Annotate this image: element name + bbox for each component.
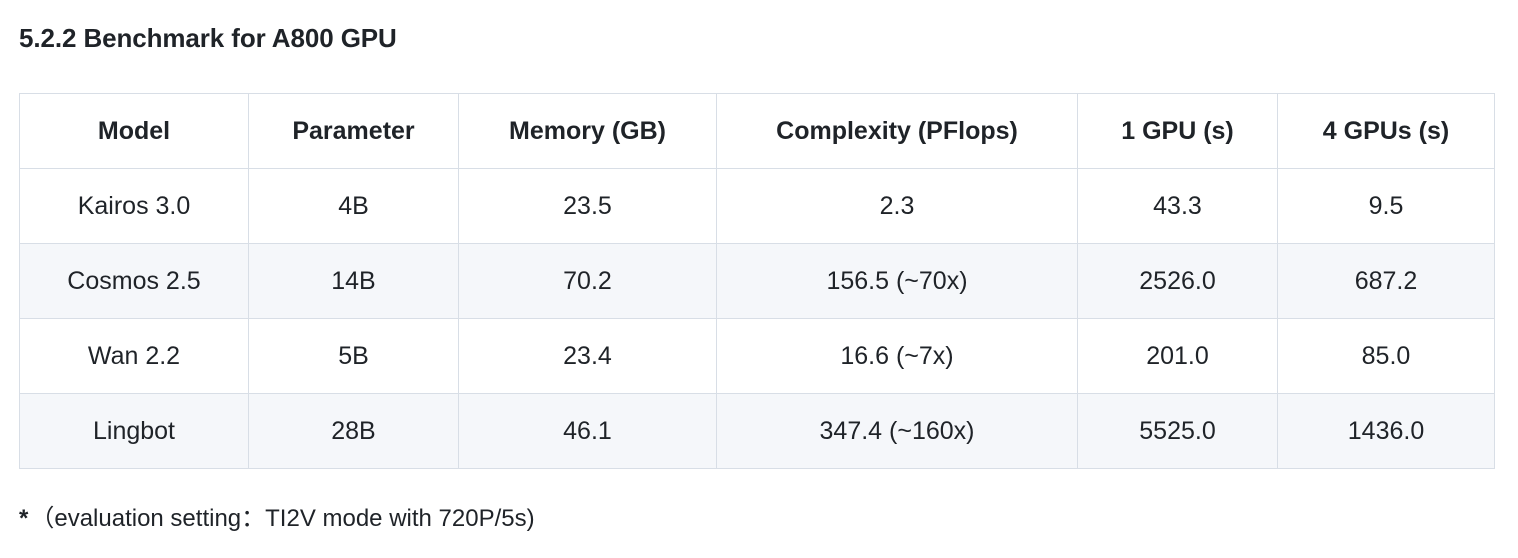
column-header-complexity: Complexity (PFlops) (716, 93, 1078, 169)
cell-4-gpus: 1436.0 (1277, 393, 1495, 469)
table-body: Kairos 3.0 4B 23.5 2.3 43.3 9.5 Cosmos 2… (19, 168, 1495, 469)
cell-parameter: 4B (248, 168, 459, 244)
cell-parameter: 5B (248, 318, 459, 394)
benchmark-table: Model Parameter Memory (GB) Complexity (… (19, 93, 1495, 469)
cell-1-gpu: 2526.0 (1077, 243, 1278, 319)
table-header-row: Model Parameter Memory (GB) Complexity (… (19, 93, 1495, 169)
cell-parameter: 28B (248, 393, 459, 469)
cell-complexity: 2.3 (716, 168, 1078, 244)
cell-memory: 23.5 (458, 168, 717, 244)
footnote-text: （evaluation setting：TI2V mode with 720P/… (30, 505, 535, 532)
cell-1-gpu: 43.3 (1077, 168, 1278, 244)
table-row: Kairos 3.0 4B 23.5 2.3 43.3 9.5 (19, 168, 1495, 244)
cell-complexity: 16.6 (~7x) (716, 318, 1078, 394)
benchmark-table-container: Model Parameter Memory (GB) Complexity (… (19, 93, 1495, 469)
table-row: Lingbot 28B 46.1 347.4 (~160x) 5525.0 14… (19, 393, 1495, 469)
cell-model: Cosmos 2.5 (19, 243, 249, 319)
column-header-1-gpu: 1 GPU (s) (1077, 93, 1278, 169)
cell-complexity: 347.4 (~160x) (716, 393, 1078, 469)
cell-complexity: 156.5 (~70x) (716, 243, 1078, 319)
cell-parameter: 14B (248, 243, 459, 319)
cell-model: Lingbot (19, 393, 249, 469)
cell-model: Kairos 3.0 (19, 168, 249, 244)
table-footnote: *（evaluation setting：TI2V mode with 720P… (19, 498, 535, 533)
cell-4-gpus: 687.2 (1277, 243, 1495, 319)
cell-4-gpus: 85.0 (1277, 318, 1495, 394)
cell-memory: 70.2 (458, 243, 717, 319)
column-header-parameter: Parameter (248, 93, 459, 169)
cell-model: Wan 2.2 (19, 318, 249, 394)
footnote-marker: * (19, 505, 29, 532)
table-row: Cosmos 2.5 14B 70.2 156.5 (~70x) 2526.0 … (19, 243, 1495, 319)
table-row: Wan 2.2 5B 23.4 16.6 (~7x) 201.0 85.0 (19, 318, 1495, 394)
column-header-memory: Memory (GB) (458, 93, 717, 169)
page-title: 5.2.2 Benchmark for A800 GPU (19, 23, 397, 53)
cell-1-gpu: 5525.0 (1077, 393, 1278, 469)
column-header-4-gpus: 4 GPUs (s) (1277, 93, 1495, 169)
cell-memory: 46.1 (458, 393, 717, 469)
column-header-model: Model (19, 93, 249, 169)
cell-memory: 23.4 (458, 318, 717, 394)
cell-1-gpu: 201.0 (1077, 318, 1278, 394)
cell-4-gpus: 9.5 (1277, 168, 1495, 244)
table-header: Model Parameter Memory (GB) Complexity (… (19, 93, 1495, 169)
